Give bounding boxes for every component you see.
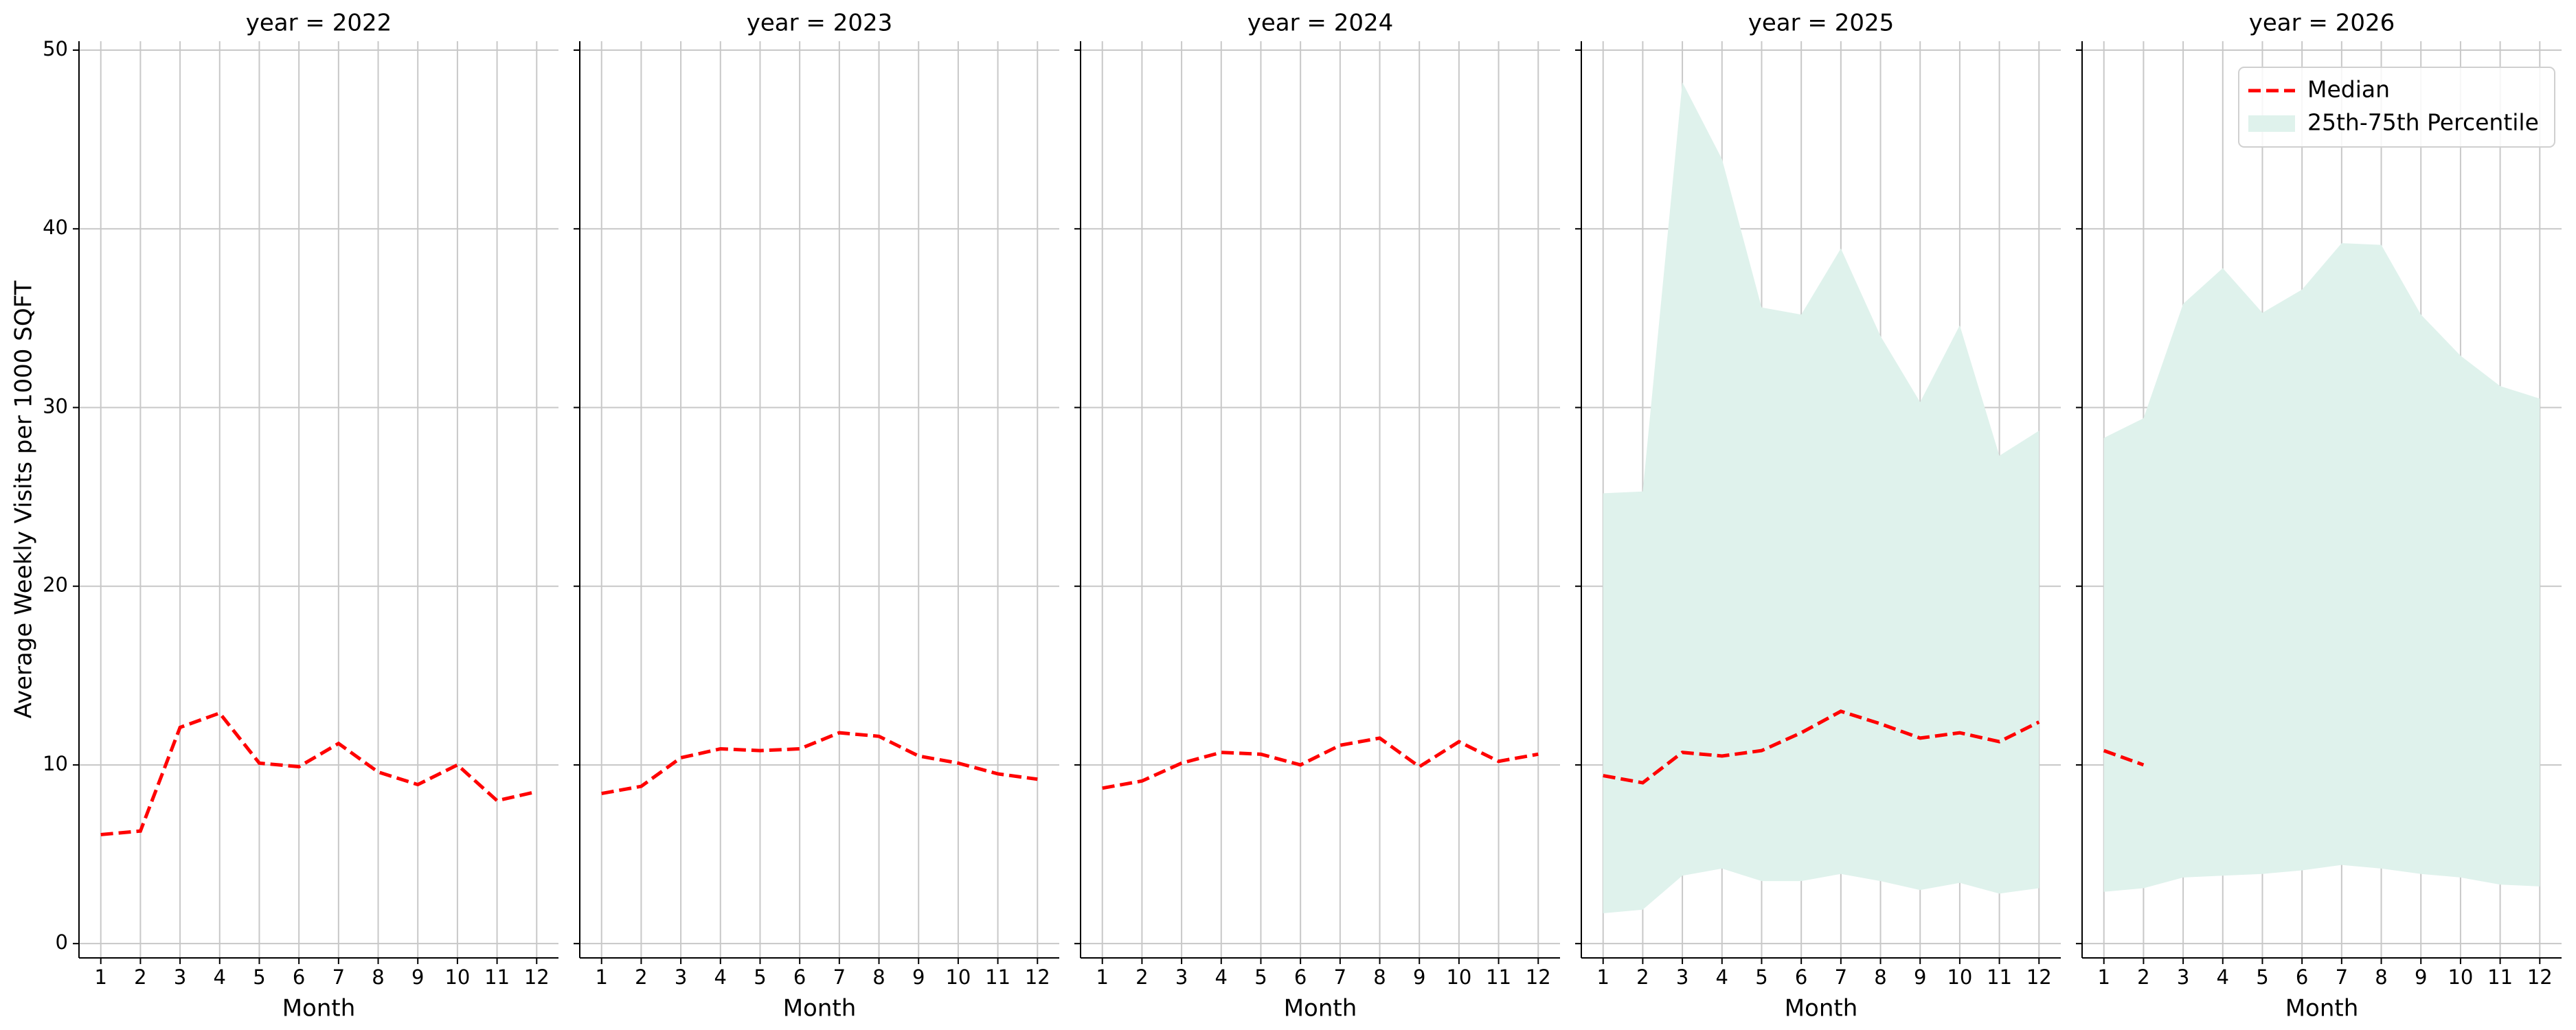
- x-tick-label: 8: [372, 965, 384, 989]
- x-tick-label: 11: [484, 965, 510, 989]
- legend-label: Median: [2307, 76, 2390, 103]
- x-tick-label: 9: [1914, 965, 1926, 989]
- x-tick-label: 10: [1947, 965, 1972, 989]
- x-tick-label: 9: [411, 965, 424, 989]
- x-tick-label: 11: [2487, 965, 2513, 989]
- x-tick-label: 1: [1096, 965, 1109, 989]
- x-tick-label: 2: [2137, 965, 2149, 989]
- x-tick-label: 12: [2026, 965, 2052, 989]
- percentile-band: [2103, 243, 2540, 892]
- x-tick-label: 10: [1446, 965, 1471, 989]
- x-tick-label: 3: [2177, 965, 2189, 989]
- x-tick-label: 4: [2217, 965, 2229, 989]
- panel-title: year = 2026: [2249, 10, 2395, 37]
- x-tick-label: 8: [1373, 965, 1386, 989]
- x-tick-label: 8: [2375, 965, 2387, 989]
- x-tick-label: 8: [872, 965, 885, 989]
- x-tick-label: 7: [833, 965, 846, 989]
- x-tick-label: 2: [134, 965, 146, 989]
- y-tick-label: 10: [43, 752, 68, 775]
- legend-swatch: [2248, 115, 2295, 132]
- x-tick-label: 1: [2098, 965, 2110, 989]
- x-tick-label: 11: [1486, 965, 1511, 989]
- legend-box: [2238, 67, 2555, 148]
- y-tick-label: 50: [43, 37, 68, 60]
- x-tick-label: 9: [2415, 965, 2427, 989]
- x-axis-label: Month: [1284, 995, 1357, 1022]
- x-tick-label: 6: [293, 965, 305, 989]
- median-line: [1102, 736, 1539, 790]
- y-axis-label: Average Weekly Visits per 1000 SQFT: [10, 280, 38, 718]
- x-tick-label: 10: [2448, 965, 2473, 989]
- x-tick-label: 3: [1676, 965, 1688, 989]
- x-tick-label: 7: [2336, 965, 2348, 989]
- x-tick-label: 1: [95, 965, 107, 989]
- y-tick-label: 0: [56, 930, 68, 954]
- x-tick-label: 10: [945, 965, 971, 989]
- x-tick-label: 5: [754, 965, 766, 989]
- x-tick-label: 3: [675, 965, 687, 989]
- x-tick-label: 5: [1254, 965, 1267, 989]
- x-tick-label: 2: [635, 965, 647, 989]
- x-tick-label: 12: [1025, 965, 1050, 989]
- x-tick-label: 11: [1987, 965, 2012, 989]
- x-tick-label: 12: [2527, 965, 2553, 989]
- median-line: [601, 731, 1038, 796]
- x-tick-label: 8: [1874, 965, 1886, 989]
- y-tick-label: 30: [43, 394, 68, 417]
- x-tick-label: 6: [793, 965, 806, 989]
- x-axis-label: Month: [783, 995, 857, 1022]
- x-tick-label: 7: [332, 965, 345, 989]
- median-line: [100, 711, 537, 836]
- x-tick-label: 3: [1175, 965, 1188, 989]
- x-tick-label: 7: [1835, 965, 1847, 989]
- median-line: [1603, 709, 2040, 785]
- panel-title: year = 2024: [1247, 10, 1393, 37]
- panel-title: year = 2023: [747, 10, 892, 37]
- x-tick-label: 7: [1334, 965, 1346, 989]
- x-tick-label: 5: [1755, 965, 1767, 989]
- x-tick-label: 5: [253, 965, 265, 989]
- x-tick-label: 6: [1294, 965, 1307, 989]
- percentile-band: [1603, 82, 2040, 913]
- x-tick-label: 6: [1795, 965, 1807, 989]
- x-tick-label: 12: [524, 965, 550, 989]
- x-tick-label: 9: [1413, 965, 1425, 989]
- x-tick-label: 2: [1636, 965, 1649, 989]
- x-tick-label: 4: [214, 965, 226, 989]
- x-tick-label: 10: [444, 965, 470, 989]
- x-tick-label: 4: [1716, 965, 1728, 989]
- x-tick-label: 6: [2296, 965, 2308, 989]
- x-tick-label: 2: [1136, 965, 1148, 989]
- legend-label: 25th-75th Percentile: [2307, 109, 2539, 136]
- x-tick-label: 3: [174, 965, 186, 989]
- y-tick-label: 40: [43, 216, 68, 239]
- x-tick-label: 5: [2256, 965, 2268, 989]
- panel-title: year = 2022: [246, 10, 392, 37]
- x-axis-label: Month: [2285, 995, 2359, 1022]
- x-axis-label: Month: [282, 995, 356, 1022]
- x-tick-label: 4: [714, 965, 727, 989]
- x-tick-label: 4: [1215, 965, 1228, 989]
- x-tick-label: 1: [1597, 965, 1609, 989]
- median-line: [2103, 748, 2145, 767]
- x-tick-label: 9: [912, 965, 925, 989]
- y-tick-label: 20: [43, 573, 68, 597]
- x-tick-label: 1: [596, 965, 608, 989]
- x-tick-label: 12: [1526, 965, 1551, 989]
- x-axis-label: Month: [1785, 995, 1858, 1022]
- x-tick-label: 11: [985, 965, 1010, 989]
- panel-title: year = 2025: [1748, 10, 1894, 37]
